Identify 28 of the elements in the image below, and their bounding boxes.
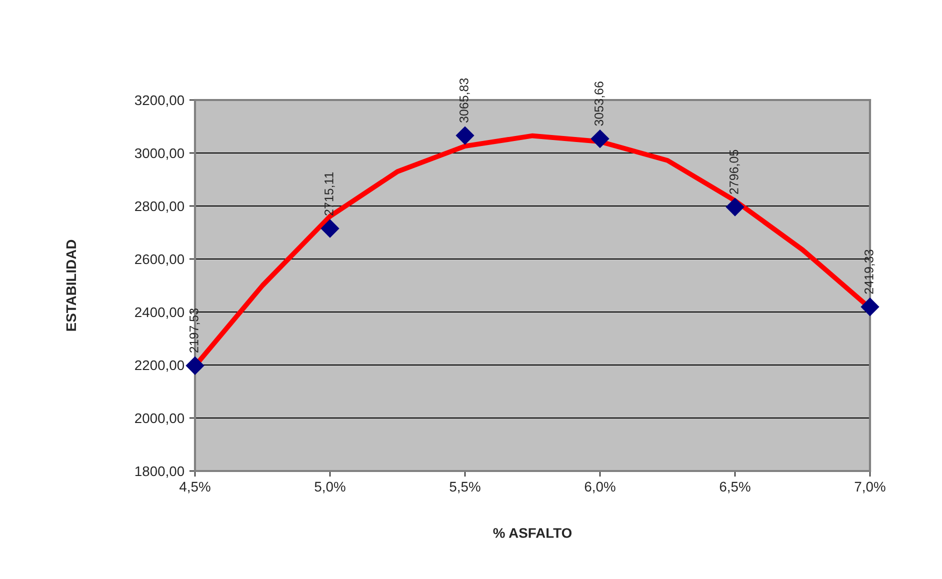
point — [186, 356, 204, 375]
y-tick-label: 2600,00 — [135, 254, 184, 266]
point — [726, 198, 744, 216]
point — [320, 219, 340, 238]
y-tick-label: 2000,00 — [135, 413, 184, 425]
y-tick-label: 2200,00 — [135, 360, 184, 372]
y-tick-label: 3000,00 — [134, 148, 184, 160]
data-label: 2715,11 — [324, 172, 335, 216]
data-label: 3065,83 — [460, 78, 470, 123]
y-tick-label: 3200,00 — [134, 95, 184, 107]
point — [590, 129, 610, 148]
y-tick-label: 2800,00 — [135, 201, 184, 213]
data-label: 2419,33 — [864, 250, 875, 294]
y-tick-label: 2400,00 — [135, 307, 184, 319]
point — [860, 298, 880, 316]
x-tick-label: 7,0% — [854, 482, 886, 494]
data-label: 2197,53 — [190, 308, 200, 353]
x-tick-label: 5,0% — [314, 482, 346, 494]
data-label: 2796,05 — [730, 150, 740, 194]
y-axis-title: ESTABILIDAD — [66, 240, 76, 331]
x-tick-label: 6,5% — [720, 482, 750, 494]
y-tick-label: 1800,00 — [135, 466, 184, 478]
x-tick-label: 6,0% — [584, 482, 616, 494]
x-axis-title: % ASFALTO — [493, 528, 572, 538]
point — [456, 126, 474, 145]
x-tick-label: 4,5% — [179, 482, 210, 494]
data-label: 3053,66 — [594, 82, 605, 126]
x-tick-label: 5,5% — [450, 482, 480, 494]
